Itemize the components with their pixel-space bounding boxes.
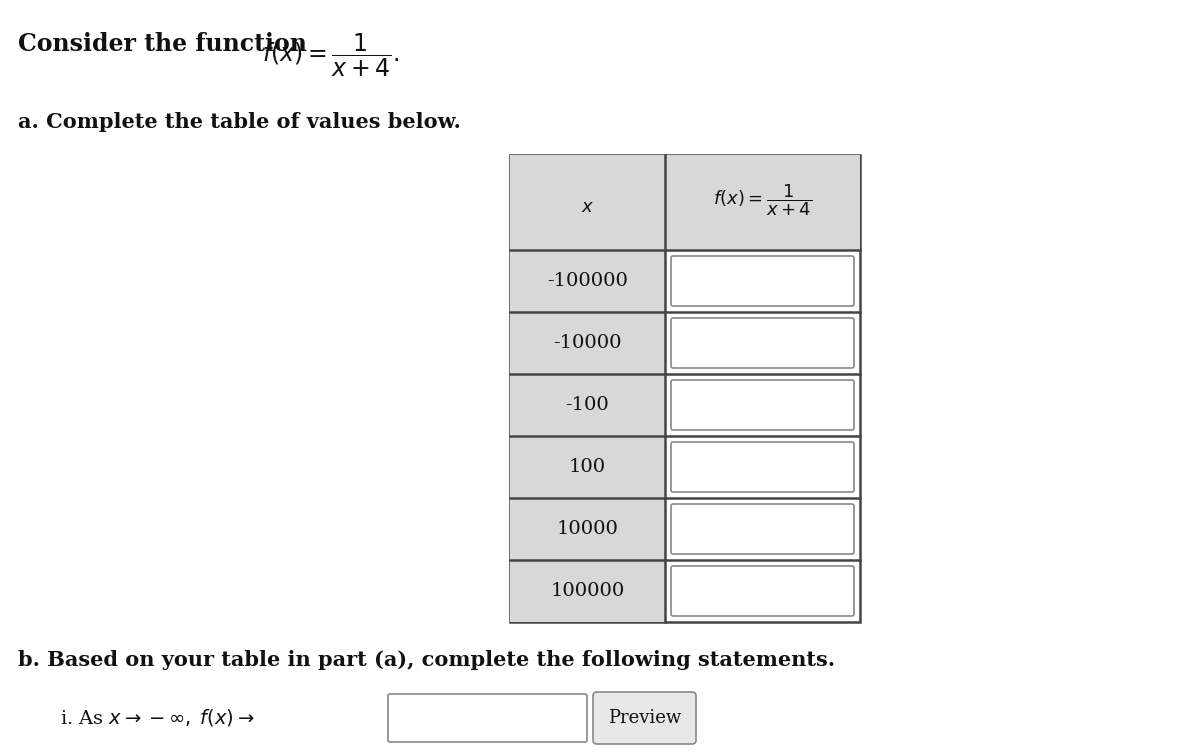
Bar — [510, 498, 665, 560]
Text: $f(x) = \dfrac{1}{x + 4}.$: $f(x) = \dfrac{1}{x + 4}.$ — [262, 32, 400, 79]
Bar — [510, 560, 665, 622]
FancyBboxPatch shape — [671, 318, 854, 368]
FancyBboxPatch shape — [593, 692, 696, 744]
Bar — [510, 250, 665, 312]
FancyBboxPatch shape — [671, 504, 854, 554]
Text: 10000: 10000 — [557, 520, 618, 538]
Text: $x$: $x$ — [581, 198, 594, 216]
Bar — [510, 155, 860, 622]
Bar — [510, 374, 665, 436]
Text: $f(x) = \dfrac{1}{x + 4}$: $f(x) = \dfrac{1}{x + 4}$ — [713, 182, 812, 219]
Bar — [510, 436, 665, 498]
FancyBboxPatch shape — [671, 442, 854, 492]
Text: 100: 100 — [569, 458, 606, 476]
FancyBboxPatch shape — [671, 380, 854, 430]
FancyBboxPatch shape — [388, 694, 587, 742]
FancyBboxPatch shape — [671, 566, 854, 616]
Text: Consider the function: Consider the function — [18, 32, 316, 56]
Text: Preview: Preview — [608, 709, 682, 727]
Text: i. As $x \rightarrow -\infty,\; f(x) \rightarrow$: i. As $x \rightarrow -\infty,\; f(x) \ri… — [60, 707, 254, 728]
Text: a. Complete the table of values below.: a. Complete the table of values below. — [18, 112, 461, 132]
FancyBboxPatch shape — [671, 256, 854, 306]
Text: -100: -100 — [565, 396, 610, 414]
Text: -100000: -100000 — [547, 272, 628, 290]
Text: -10000: -10000 — [553, 334, 622, 352]
Bar — [510, 312, 665, 374]
Bar — [510, 155, 860, 250]
Text: b. Based on your table in part (a), complete the following statements.: b. Based on your table in part (a), comp… — [18, 650, 835, 670]
Text: 100000: 100000 — [551, 582, 625, 600]
